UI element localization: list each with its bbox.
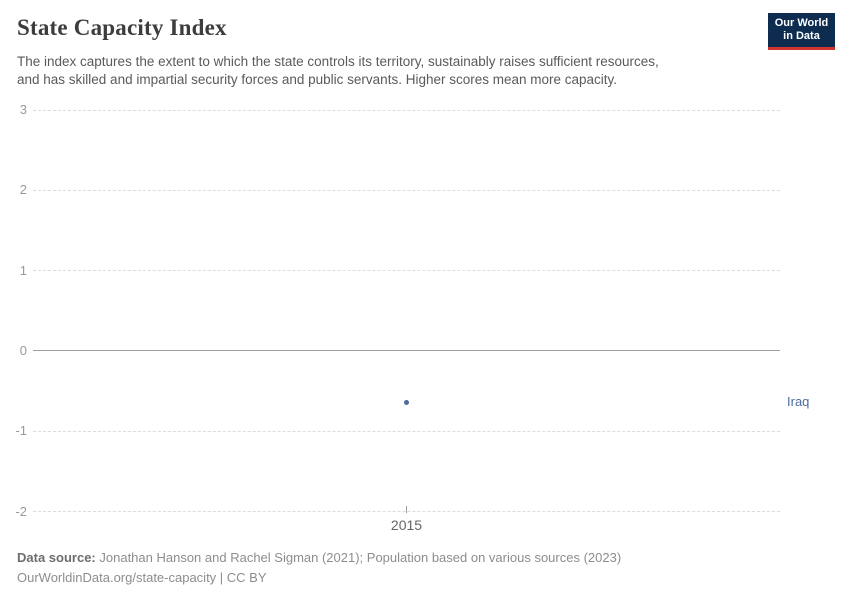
data-source-label: Data source:: [17, 550, 96, 565]
owid-logo: Our World in Data: [768, 13, 835, 50]
owid-logo-line2: in Data: [783, 30, 820, 42]
gridline: [33, 109, 780, 111]
footer-license-link[interactable]: OurWorldinData.org/state-capacity | CC B…: [17, 570, 267, 585]
entity-label-iraq[interactable]: Iraq: [787, 394, 810, 410]
y-axis-tick-label: 2: [19, 182, 27, 198]
y-axis-tick-label: 3: [19, 102, 27, 117]
gridline: [33, 189, 780, 191]
zero-gridline: [33, 350, 780, 352]
y-axis-tick-label: -1: [15, 423, 27, 439]
x-axis-tick-mark: [406, 505, 407, 513]
page-title: State Capacity Index: [17, 15, 227, 40]
y-axis-tick-label: -2: [15, 503, 27, 519]
chart-subtitle: The index captures the extent to which t…: [17, 53, 659, 89]
y-axis-tick-label: 1: [19, 262, 27, 278]
gridline: [33, 270, 780, 272]
x-axis-tick-label: 2015: [390, 516, 423, 533]
data-point-iraq[interactable]: [404, 399, 409, 405]
data-source-text: Jonathan Hanson and Rachel Sigman (2021)…: [99, 550, 622, 565]
chart-subtitle-line1: The index captures the extent to which t…: [17, 54, 659, 69]
gridline: [33, 430, 780, 432]
y-axis-tick-label: 0: [19, 342, 27, 358]
chart-subtitle-line2: and has skilled and impartial security f…: [17, 72, 618, 87]
chart-footer: Data source: Jonathan Hanson and Rachel …: [17, 548, 621, 588]
owid-logo-line1: Our World: [774, 17, 829, 29]
